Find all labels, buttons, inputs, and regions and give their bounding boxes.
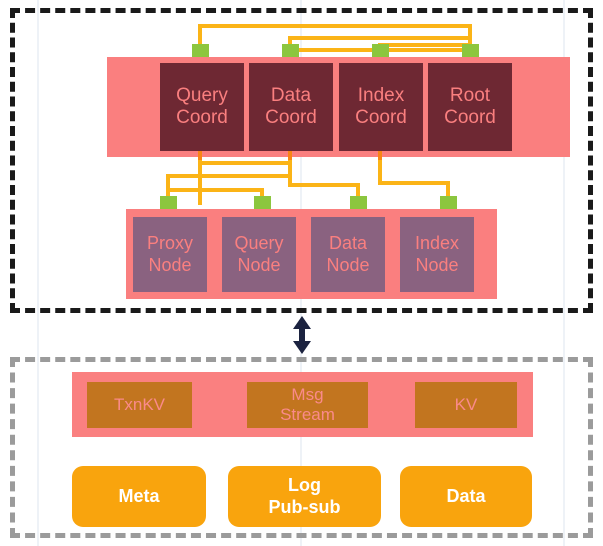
wire-segment [166, 174, 170, 205]
storage-backend-box-log-pubsub[interactable]: Log Pub-sub [228, 466, 381, 527]
wire-segment [468, 36, 472, 48]
wire-stub [378, 151, 382, 163]
background-gridline-left [37, 0, 39, 546]
storage-backend-box-meta[interactable]: Meta [72, 466, 206, 527]
coordinator-label-line1: Root [449, 84, 491, 106]
wire-segment [198, 160, 202, 205]
wire-stub [198, 151, 202, 163]
storage-backend-label-line1: Meta [118, 485, 160, 506]
wire-segment [288, 36, 472, 40]
storage-interface-label-line1: TxnKV [113, 394, 166, 414]
wire-segment [198, 24, 472, 28]
node-label-line1: Index [414, 233, 460, 254]
node-label-line2: Node [415, 254, 459, 275]
double-headed-arrow-icon [288, 316, 316, 354]
wire-segment [356, 183, 360, 205]
node-box-index-node[interactable]: Index Node [400, 217, 474, 292]
node-label-line1: Proxy [146, 233, 193, 254]
coordinator-label-line2: Coord [265, 107, 317, 128]
wire-segment [446, 181, 450, 205]
node-label-line1: Data [328, 233, 368, 254]
coordinator-label-line1: Index [357, 84, 405, 106]
storage-interface-label-line2: Stream [280, 405, 335, 424]
coordinator-label-line1: Query [176, 84, 228, 106]
storage-backend-label-line1: Log [288, 474, 321, 495]
background-gridline-right [563, 0, 565, 546]
wire-stub [288, 151, 292, 163]
wire-segment [288, 36, 292, 48]
node-box-data-node[interactable]: Data Node [311, 217, 385, 292]
wire-segment [378, 160, 382, 183]
node-box-proxy-node[interactable]: Proxy Node [133, 217, 207, 292]
coordinator-box-index-coord[interactable]: Index Coord [339, 63, 423, 151]
coordinator-box-data-coord[interactable]: Data Coord [249, 63, 333, 151]
storage-interface-box-kv[interactable]: KV [415, 382, 517, 428]
wire-segment [168, 188, 264, 192]
wire-segment [288, 160, 292, 185]
wire-segment [168, 174, 292, 178]
node-label-line2: Node [148, 254, 192, 275]
storage-backend-label-line2: Pub-sub [268, 496, 341, 517]
node-label-line2: Node [237, 254, 281, 275]
node-label-line2: Node [326, 254, 370, 275]
wire-segment [378, 43, 472, 47]
coordinator-label-line2: Coord [444, 107, 496, 128]
storage-layer-container [10, 357, 593, 538]
node-box-query-node[interactable]: Query Node [222, 217, 296, 292]
wire-segment [378, 181, 450, 185]
coordinator-label-line2: Coord [355, 107, 407, 128]
coordinator-box-query-coord[interactable]: Query Coord [160, 63, 244, 151]
compute-layer-container [10, 8, 593, 313]
node-label-line1: Query [234, 233, 284, 254]
storage-interface-box-txnkv[interactable]: TxnKV [87, 382, 192, 428]
wire-segment [288, 183, 360, 187]
storage-backend-box-data[interactable]: Data [400, 466, 532, 527]
storage-interface-label-line1: Msg [291, 384, 324, 404]
storage-interface-label-line1: KV [454, 394, 478, 414]
wire-segment [198, 161, 292, 165]
coordinator-label-line1: Data [270, 84, 312, 106]
storage-backend-label-line1: Data [446, 485, 486, 506]
wire-segment [198, 24, 202, 48]
coordinator-label-line2: Coord [176, 107, 228, 128]
storage-interface-box-msg-stream[interactable]: Msg Stream [247, 382, 368, 428]
coordinator-box-root-coord[interactable]: Root Coord [428, 63, 512, 151]
